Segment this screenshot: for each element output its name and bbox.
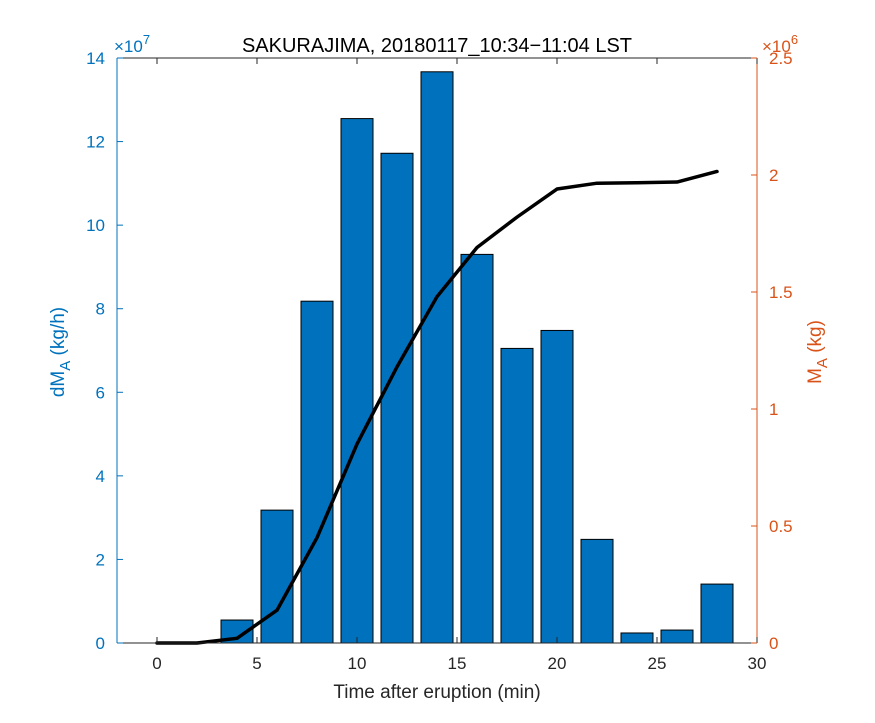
right-tick-label: 0.5 [769,517,793,536]
left-axis-multiplier: ×107 [114,32,150,56]
bar [420,71,454,644]
y-axis-label-right: MA (kg) [805,320,831,384]
line-group [155,169,719,645]
x-tick-label: 0 [152,654,161,673]
left-tick-label: 8 [96,300,105,319]
bar [260,509,294,644]
bar [380,152,414,644]
left-tick-label: 4 [96,467,105,486]
left-tick-label: 0 [96,634,105,653]
series-line-cumulative-mass [155,169,719,645]
bar [620,632,654,644]
left-tick-label: 2 [96,550,105,569]
bar [340,118,374,644]
y-axis-label-left: dMA (kg/h) [48,307,74,397]
axes-group [116,57,758,644]
bars-group [220,71,734,644]
x-tick-label: 10 [348,654,367,673]
left-tick-label: 14 [86,49,105,68]
bar [580,538,614,644]
bar [500,347,534,644]
bar [300,300,334,644]
right-tick-label: 1.5 [769,283,793,302]
x-tick-label: 5 [252,654,261,673]
x-axis-label: Time after eruption (min) [333,682,540,703]
left-tick-label: 12 [86,133,105,152]
x-tick-label: 20 [548,654,567,673]
bar [460,253,494,644]
bar [660,629,694,644]
bar [540,329,574,644]
right-tick-label: 0 [769,634,778,653]
x-tick-label: 15 [448,654,467,673]
right-axis-multiplier: ×106 [762,32,798,56]
right-tick-label: 2.5 [769,49,793,68]
bar [700,583,734,644]
chart-title: SAKURAJIMA, 20180117_10:34−11:04 LST [242,35,632,57]
right-tick-label: 1 [769,400,778,419]
x-tick-label: 30 [748,654,767,673]
x-tick-label: 25 [648,654,667,673]
left-tick-label: 6 [96,383,105,402]
left-tick-label: 10 [86,216,105,235]
right-tick-label: 2 [769,166,778,185]
